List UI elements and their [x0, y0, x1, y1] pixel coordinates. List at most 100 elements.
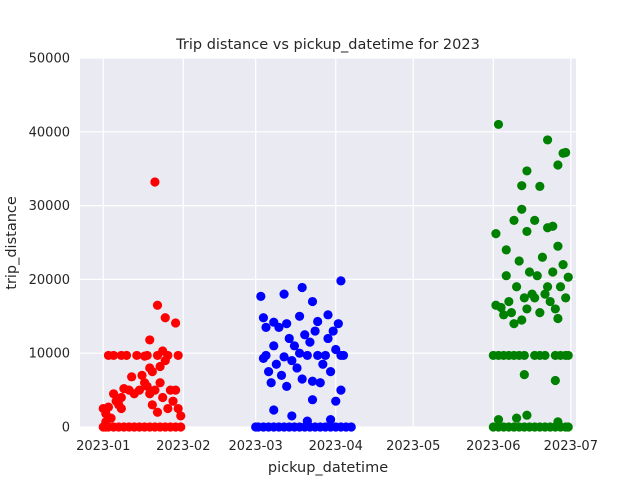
- x-tick-label: 2023-07: [544, 439, 598, 454]
- data-point: [147, 400, 157, 410]
- chart-title: Trip distance vs pickup_datetime for 202…: [175, 37, 480, 53]
- data-point: [561, 147, 571, 158]
- x-axis-ticks: 2023-01 2023-02 2023-03 2023-04 2023-05 2023-…: [76, 439, 598, 454]
- data-points: [98, 119, 573, 432]
- data-point: [284, 333, 294, 344]
- data-point: [558, 260, 568, 270]
- data-point: [305, 337, 315, 347]
- data-point: [537, 252, 548, 262]
- data-point: [336, 276, 346, 286]
- data-point: [256, 291, 266, 301]
- data-point: [522, 166, 532, 176]
- data-point: [493, 415, 504, 425]
- data-point: [147, 367, 157, 377]
- y-tick-label: 40000: [29, 125, 70, 140]
- data-point: [176, 411, 186, 421]
- data-point: [542, 135, 553, 145]
- data-point: [511, 413, 522, 423]
- data-point: [302, 350, 312, 361]
- data-point: [331, 344, 341, 355]
- data-point: [287, 355, 297, 366]
- data-point: [555, 282, 566, 292]
- data-point: [553, 160, 563, 170]
- data-point: [150, 177, 160, 187]
- data-point: [279, 289, 289, 299]
- data-point: [300, 330, 310, 340]
- data-point: [158, 392, 168, 403]
- data-point: [150, 385, 160, 395]
- y-tick-label: 10000: [29, 347, 70, 362]
- data-point: [563, 272, 573, 282]
- data-point: [504, 296, 514, 307]
- y-tick-label: 0: [62, 421, 70, 436]
- data-point: [116, 392, 126, 403]
- data-point: [540, 289, 550, 299]
- data-point: [108, 350, 119, 361]
- x-tick-label: 2023-05: [386, 439, 440, 454]
- data-point: [530, 293, 540, 303]
- data-point: [491, 229, 501, 239]
- data-point: [493, 119, 504, 130]
- y-axis-ticks: 0 10000 20000 30000 40000 50000: [29, 52, 70, 436]
- data-point: [269, 405, 279, 415]
- data-point: [160, 355, 170, 366]
- data-point: [121, 350, 132, 361]
- data-point: [519, 293, 529, 303]
- data-point: [160, 313, 170, 323]
- data-point: [514, 256, 524, 266]
- data-point: [170, 318, 181, 328]
- data-point: [310, 326, 320, 336]
- data-point: [258, 313, 269, 323]
- data-point: [282, 319, 292, 329]
- data-point: [315, 378, 325, 388]
- y-tick-label: 50000: [29, 52, 70, 67]
- data-point: [292, 363, 302, 373]
- data-point: [163, 403, 173, 414]
- data-point: [550, 375, 560, 386]
- data-point: [561, 293, 571, 303]
- data-point: [325, 415, 336, 425]
- data-point: [313, 316, 323, 327]
- data-point: [152, 407, 163, 417]
- data-point: [294, 348, 305, 358]
- data-point: [524, 267, 535, 277]
- data-point: [325, 367, 336, 377]
- data-point: [279, 352, 289, 362]
- data-point: [170, 385, 181, 395]
- x-axis-label: pickup_datetime: [268, 460, 388, 476]
- data-point: [519, 370, 529, 380]
- y-tick-label: 20000: [29, 273, 70, 288]
- data-point: [511, 282, 522, 292]
- data-point: [320, 350, 331, 361]
- data-point: [261, 322, 271, 332]
- data-point: [501, 245, 511, 255]
- data-point: [307, 296, 318, 307]
- data-point: [103, 402, 114, 412]
- data-point: [499, 310, 509, 320]
- data-point: [522, 226, 532, 237]
- data-point: [108, 389, 119, 399]
- data-point: [269, 341, 279, 351]
- x-tick-label: 2023-03: [229, 439, 283, 454]
- data-point: [328, 326, 338, 336]
- data-point: [553, 417, 563, 427]
- data-point: [173, 403, 183, 414]
- data-point: [542, 282, 553, 292]
- data-point: [142, 381, 152, 392]
- data-point: [168, 396, 178, 406]
- data-point: [323, 310, 333, 320]
- data-point: [297, 374, 307, 384]
- data-point: [522, 304, 532, 314]
- data-point: [517, 204, 527, 214]
- data-point: [127, 372, 137, 382]
- data-point: [155, 378, 165, 388]
- data-point: [287, 411, 297, 421]
- data-point: [145, 335, 155, 345]
- data-point: [282, 381, 292, 392]
- data-point: [302, 416, 312, 426]
- data-point: [336, 385, 346, 395]
- data-point: [142, 350, 152, 361]
- data-point: [501, 271, 511, 281]
- data-point: [297, 282, 307, 293]
